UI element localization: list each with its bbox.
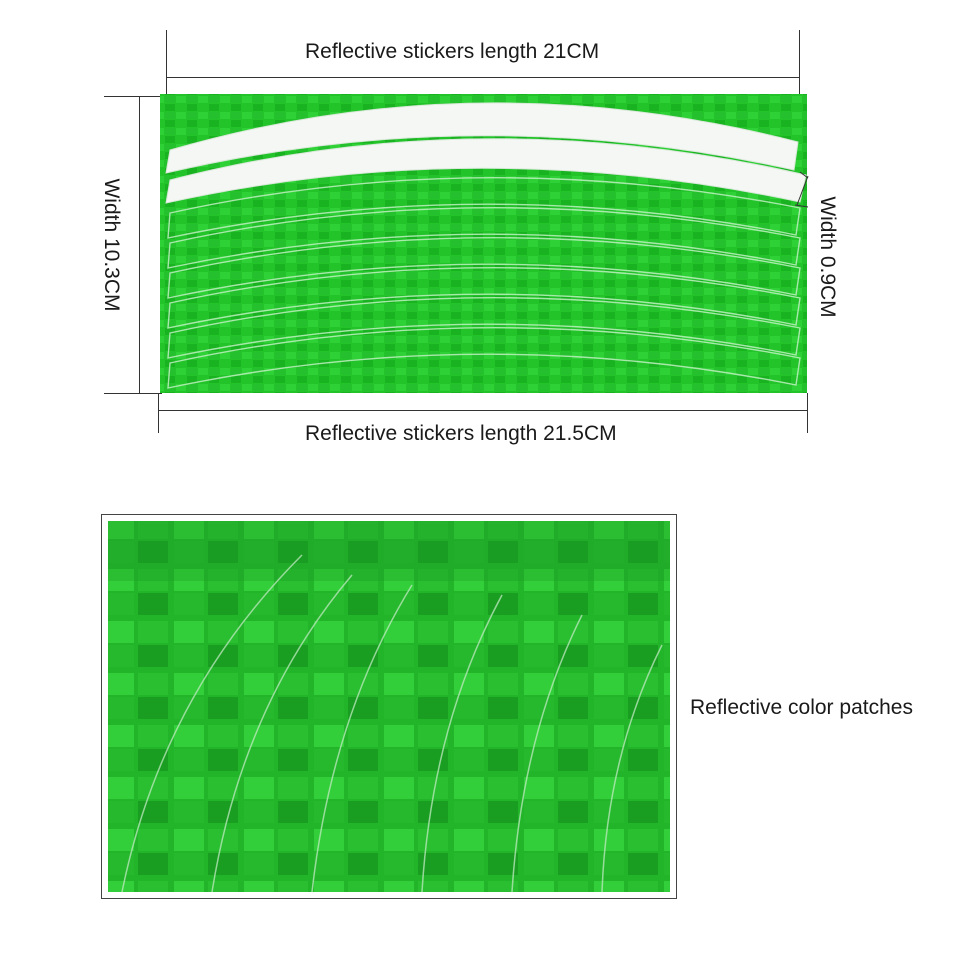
white-strip-2 <box>165 138 807 204</box>
top-length-label: Reflective stickers length 21CM <box>305 40 600 63</box>
top-length-right-tick <box>799 30 800 100</box>
closeup-image-frame <box>101 514 677 899</box>
bottom-length-left-tick <box>158 393 159 433</box>
top-length-line <box>166 77 799 78</box>
closeup-strip-lines <box>121 554 663 893</box>
strip-width-line-2 <box>794 204 809 208</box>
strip-width-line <box>799 171 809 179</box>
bottom-length-line <box>158 410 807 411</box>
green-strip-outlines <box>167 177 801 389</box>
closeup-label: Reflective color patches <box>690 696 913 719</box>
sheet-width-label: Width 10.3CM <box>100 178 123 312</box>
top-length-left-tick <box>166 30 167 100</box>
left-width-bottom-tick <box>104 393 162 394</box>
white-strip-1 <box>165 102 799 174</box>
bottom-length-right-tick <box>807 393 808 433</box>
reflective-patch-closeup <box>108 521 670 893</box>
strip-width-label: Width 0.9CM <box>816 196 839 318</box>
bottom-length-label: Reflective stickers length 21.5CM <box>305 422 617 445</box>
left-width-line <box>139 96 140 393</box>
left-width-top-tick <box>104 96 162 97</box>
strip-width-line-3 <box>796 175 809 206</box>
reflective-sticker-sheet <box>160 94 809 393</box>
